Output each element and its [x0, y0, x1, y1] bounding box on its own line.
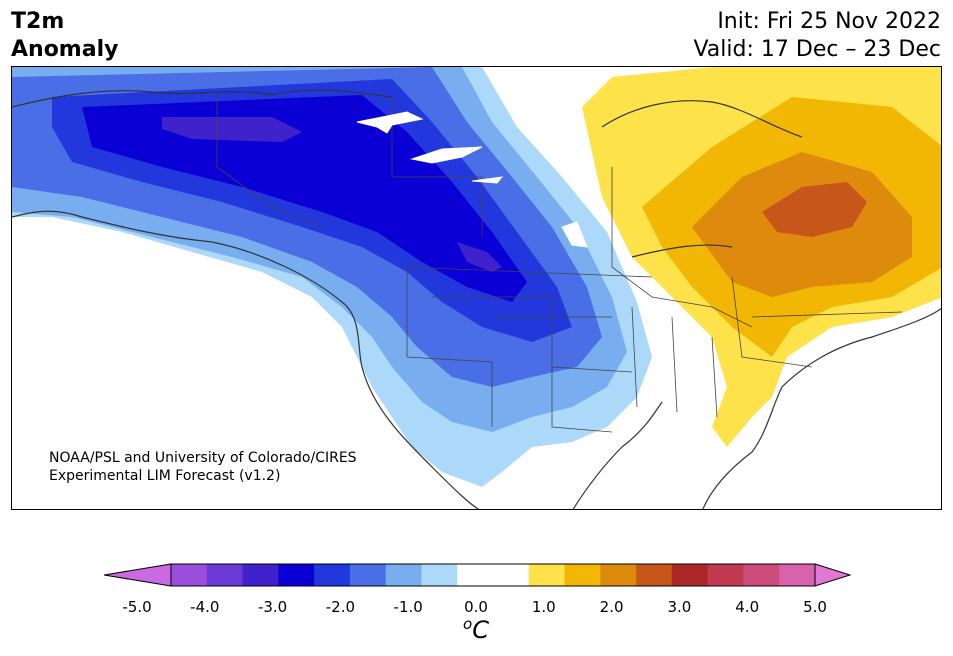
colorbar-tick-label: -1.0	[393, 598, 423, 616]
colorbar-svg	[103, 563, 852, 587]
colorbar-tick-label: 2.0	[599, 598, 624, 616]
colorbar-bin	[171, 564, 208, 586]
political-borders	[216, 92, 903, 433]
colorbar-high-arrow	[814, 563, 852, 587]
credit-line-2: Experimental LIM Forecast (v1.2)	[49, 468, 281, 484]
unit-letter: C	[472, 616, 489, 644]
anomaly-fill-minus-3-0b	[457, 242, 502, 272]
anomaly-fill-plus-2-0	[762, 182, 867, 237]
colorbar-tick-label: 1.0	[531, 598, 556, 616]
colorbar-bin	[385, 564, 422, 586]
colorbar-outline	[170, 563, 816, 587]
colorbar-bin	[349, 564, 387, 586]
colorbar-bin	[564, 564, 601, 586]
colorbar-bin	[743, 564, 780, 586]
colorbar-tick-label: -5.0	[122, 598, 152, 616]
colorbar-bin	[707, 564, 744, 586]
unit-degree-symbol: o	[463, 615, 473, 633]
anomaly-map	[11, 66, 942, 510]
map-title: T2m Anomaly	[11, 8, 118, 64]
colorbar-bin	[493, 564, 530, 586]
colorbar-tick-label: 4.0	[735, 598, 760, 616]
colorbar-bin	[457, 564, 494, 586]
valid-date: Valid: 17 Dec – 23 Dec	[693, 37, 941, 62]
colorbar-bins	[171, 564, 816, 586]
colorbar-tick-label: 3.0	[667, 598, 692, 616]
coastlines	[12, 89, 941, 509]
colorbar-bin	[421, 564, 458, 586]
colorbar-bin	[600, 564, 637, 586]
colorbar	[103, 560, 852, 596]
anomaly-fill-minus-3-0	[162, 117, 302, 142]
colorbar-tick-label: -3.0	[257, 598, 288, 616]
colorbar-tick-label: -2.0	[325, 598, 356, 616]
colorbar-bin	[278, 564, 315, 586]
anomaly-fill-minus-2-5	[82, 95, 527, 302]
colorbar-bin	[636, 564, 673, 586]
colorbar-bin	[242, 564, 279, 586]
colorbar-low-arrow	[103, 563, 172, 587]
colorbar-bin	[671, 564, 709, 586]
lake-winnipeg	[561, 221, 588, 248]
great-slave-lake	[410, 146, 483, 164]
lake-athabasca	[471, 176, 504, 184]
init-date: Init: Fri 25 Nov 2022	[717, 9, 941, 34]
title-line-2: Anomaly	[11, 37, 119, 62]
colorbar-bin	[528, 564, 566, 586]
great-bear-lake	[356, 111, 424, 134]
colorbar-tick-label: 5.0	[803, 598, 827, 616]
colorbar-tick-label: 0.0	[464, 598, 488, 616]
credit-text: NOAA/PSL and University of Colorado/CIRE…	[49, 449, 357, 485]
forecast-dates: Init: Fri 25 Nov 2022 Valid: 17 Dec – 23…	[693, 8, 941, 64]
colorbar-bin	[779, 564, 816, 586]
colorbar-unit: oC	[463, 615, 489, 644]
title-line-1: T2m	[11, 9, 65, 34]
colorbar-bin	[314, 564, 351, 586]
colorbar-bin	[206, 564, 244, 586]
north-america-map-svg	[12, 67, 941, 509]
colorbar-tick-label: -4.0	[190, 598, 220, 616]
credit-line-1: NOAA/PSL and University of Colorado/CIRE…	[49, 450, 357, 466]
